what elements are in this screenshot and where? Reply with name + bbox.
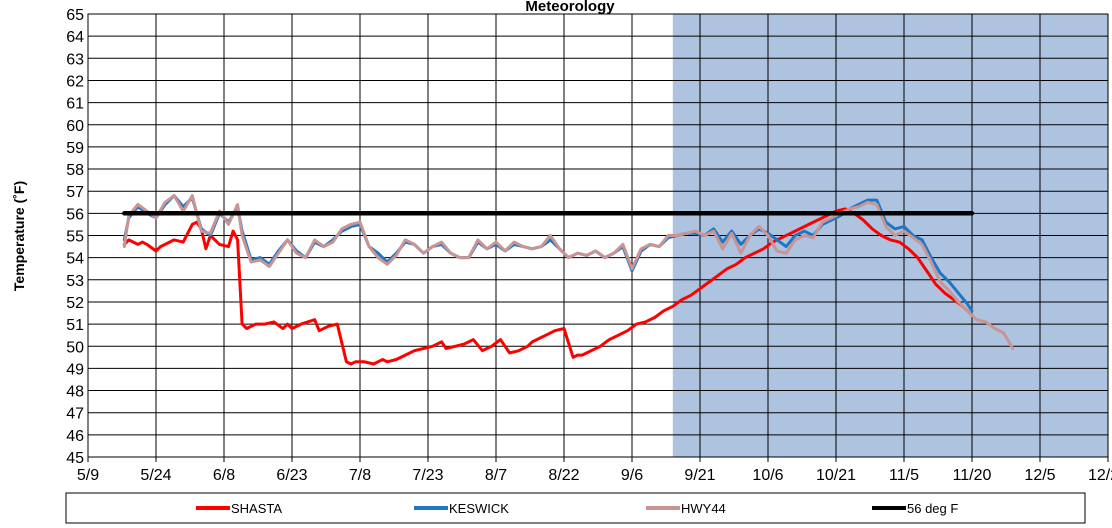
axes: 45 46 47 48 49 50 51 52 53 54 55 56 57 58 59 60 61 62 63 64… [66,7,1112,484]
y-tick-label: 56 [66,206,84,223]
x-tick-label: 12/5 [1024,467,1055,484]
x-tick-label: 8/7 [485,467,507,484]
legend-label-hwy44: HWY44 [681,501,726,516]
series-line-shasta [122,207,974,366]
x-tick-label: 6/23 [276,467,307,484]
y-tick-label: 52 [66,295,84,312]
x-tick-label: 7/8 [349,467,371,484]
x-tick-label: 8/22 [548,467,579,484]
x-tick-label: 12/20 [1088,467,1112,484]
y-tick-label: 59 [66,140,84,157]
gridlines [87,13,1109,458]
y-tick-label: 49 [66,361,84,378]
x-tick-label: 5/9 [77,467,99,484]
y-tick-label: 47 [66,406,84,423]
x-tick-label: 9/21 [684,467,715,484]
series-lines [122,194,1015,366]
y-tick-label: 57 [66,184,84,201]
y-tick-label: 61 [66,96,84,113]
y-tick-label: 48 [66,384,84,401]
y-tick-label: 65 [66,7,84,24]
y-tick-label: 58 [66,162,84,179]
x-tick-label: 10/21 [816,467,856,484]
y-tick-label: 54 [66,251,84,268]
legend-label-shasta: SHASTA [231,501,282,516]
y-tick-label: 50 [66,339,84,356]
y-tick-label: 63 [66,51,84,68]
y-tick-label: 53 [66,273,84,290]
y-tick-label: 46 [66,428,84,445]
plot-frame [87,13,1109,458]
chart-title: Meteorology [525,0,615,15]
x-tick-label: 11/5 [889,467,919,484]
y-tick-label: 55 [66,229,84,246]
x-tick-label: 10/6 [752,467,783,484]
y-tick-label: 51 [66,317,84,334]
legend-label-keswick: KESWICK [449,501,509,516]
x-tick-label: 5/24 [140,467,171,484]
x-tick-label: 11/20 [953,467,992,484]
x-tick-label: 6/8 [213,467,235,484]
y-tick-label: 64 [66,29,84,46]
series-line-hwy44 [122,194,1015,350]
x-tick-label: 9/6 [621,467,643,484]
y-tick-label: 62 [66,73,84,90]
y-axis-label: Temperature (˚F) [11,181,27,291]
legend: SHASTA KESWICK HWY44 56 deg F [65,492,1086,524]
y-tick-label: 45 [66,450,84,467]
legend-label-56-deg-f: 56 deg F [907,501,958,516]
y-tick-label: 60 [66,118,84,135]
legend-box [65,492,1086,524]
x-tick-label: 7/23 [412,467,443,484]
